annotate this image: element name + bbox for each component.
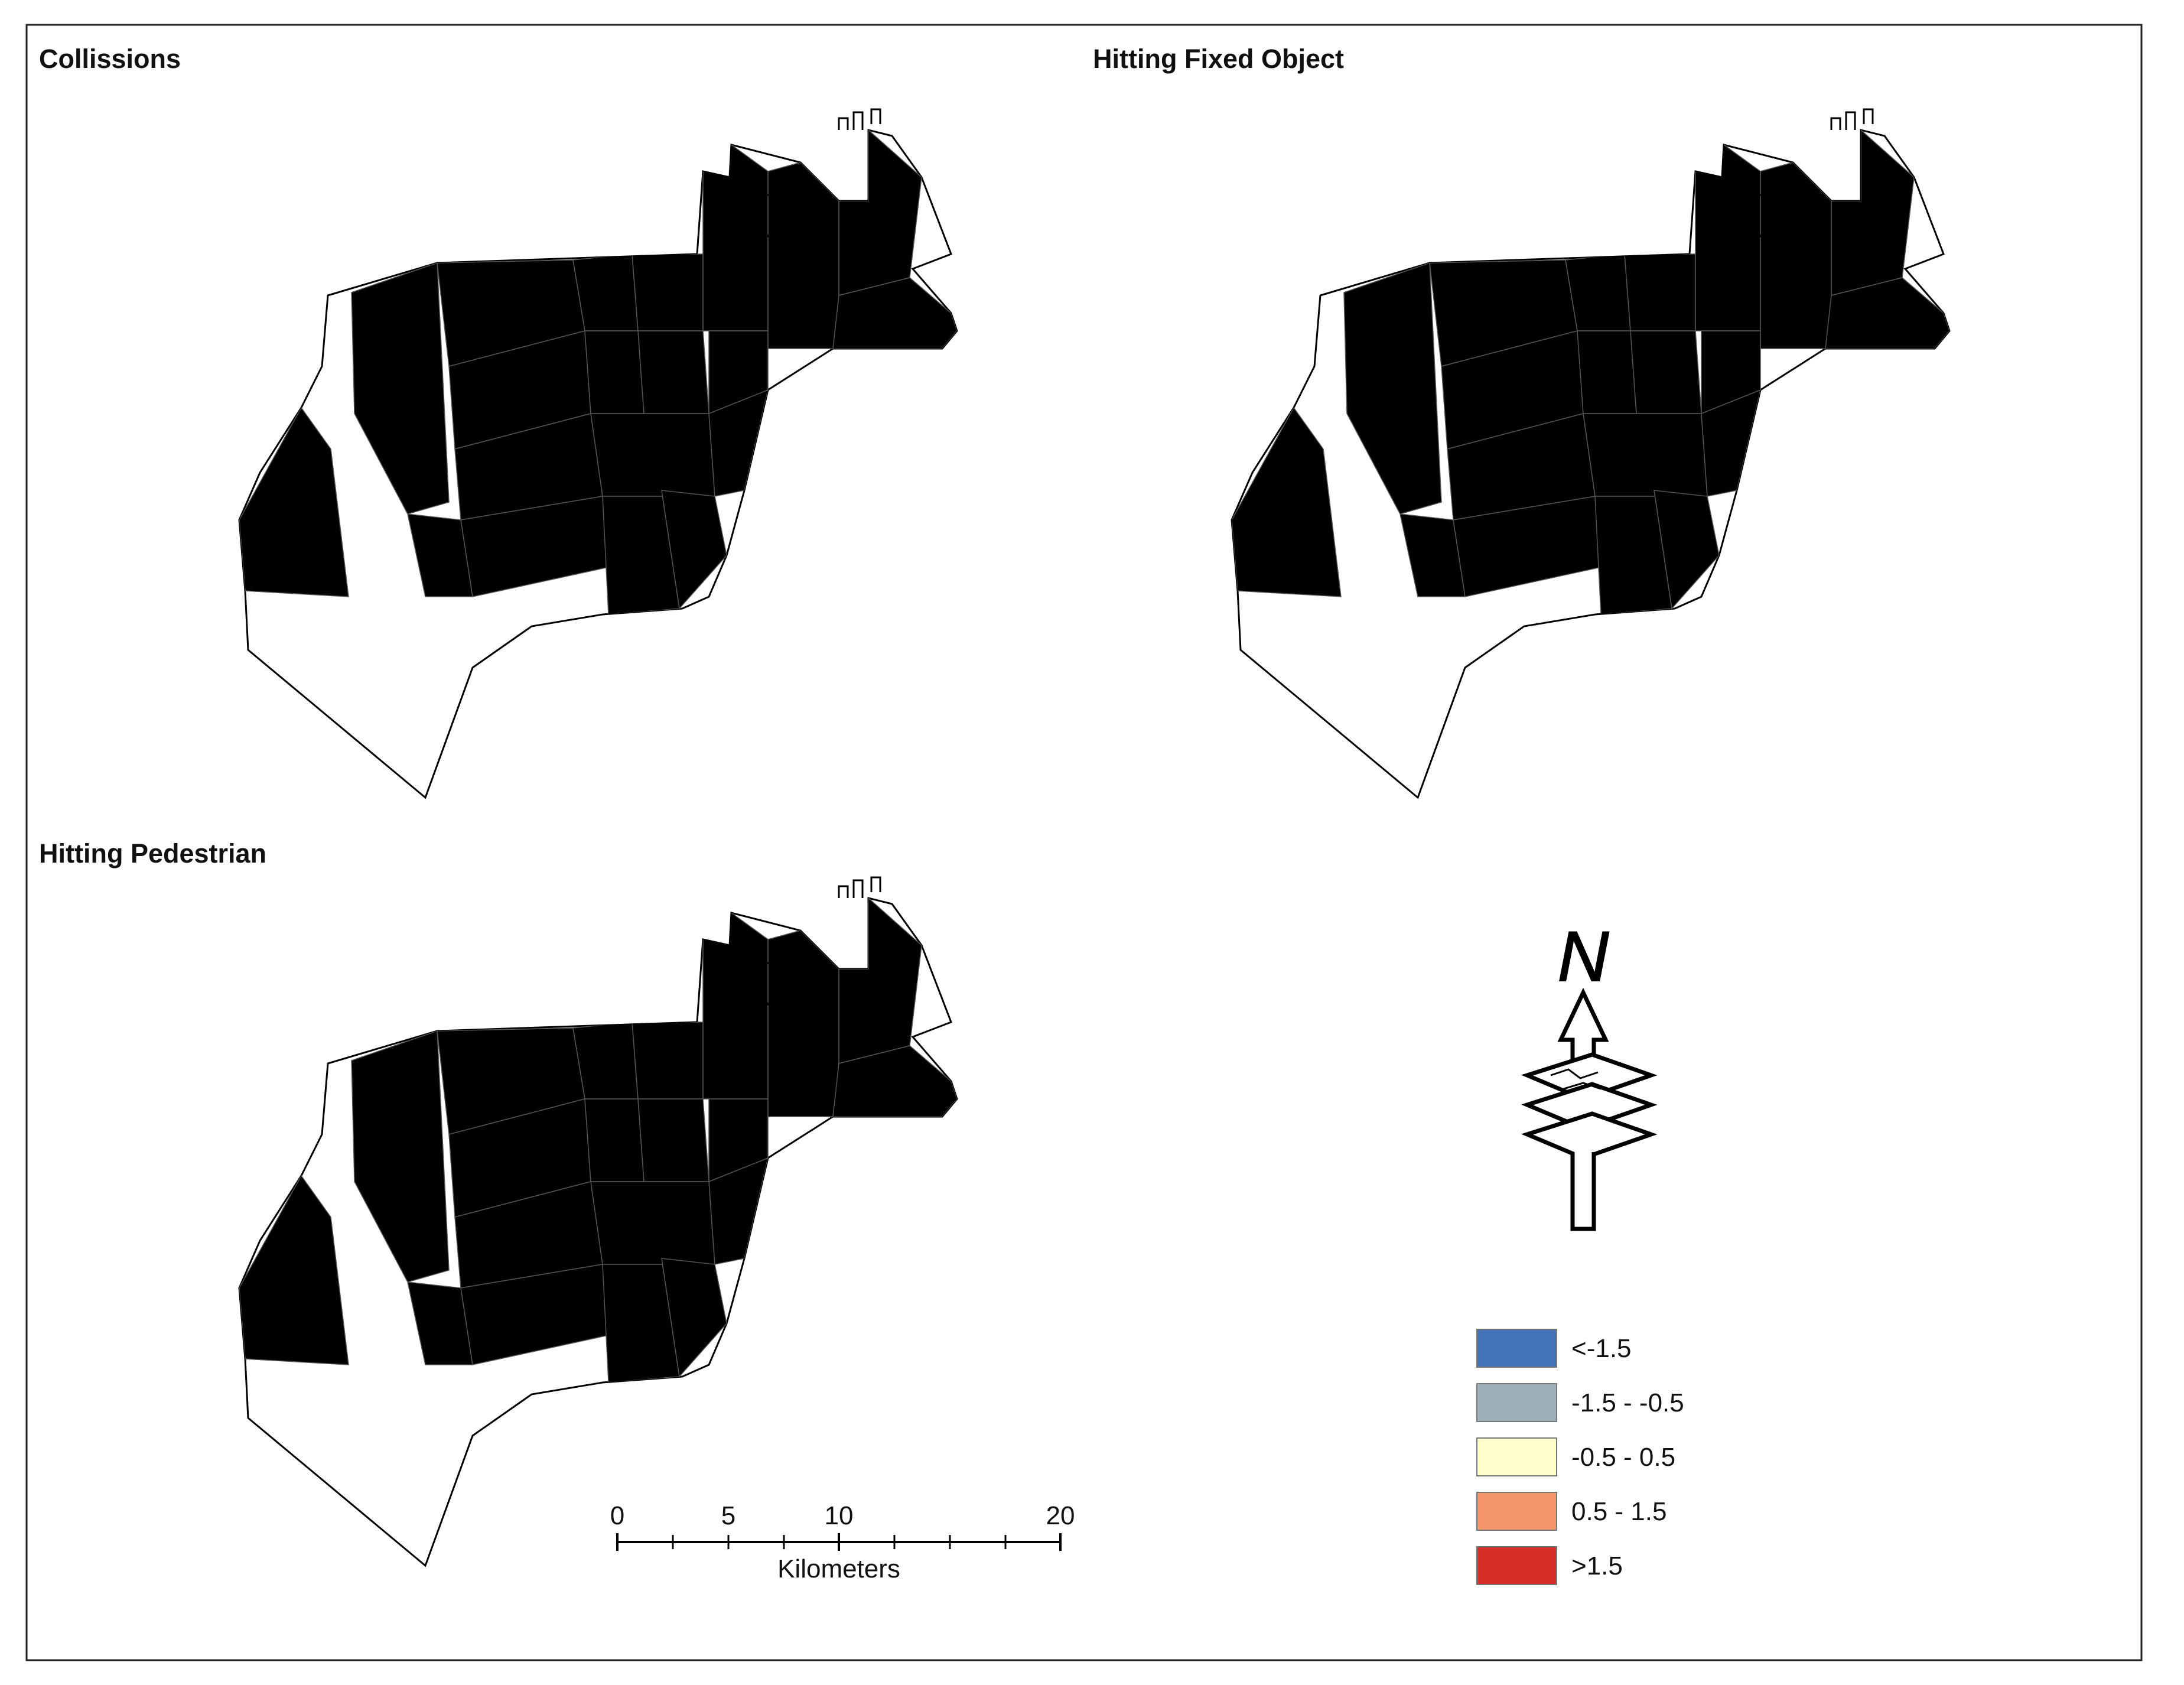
legend-swatch-neg-1-5-to-neg-0-5 xyxy=(1476,1383,1557,1422)
legend-item: -0.5 - 0.5 xyxy=(1476,1437,1675,1476)
scale-tick-label: 10 xyxy=(825,1501,854,1530)
map-hitting-fixed-object xyxy=(1232,109,1949,798)
panel-title-hitting-pedestrian: Hitting Pedestrian xyxy=(39,838,266,868)
legend: <-1.5 -1.5 - -0.5 -0.5 - 0.5 0.5 - 1.5 >… xyxy=(1476,1329,1684,1585)
legend-swatch-0-5-to-1-5 xyxy=(1476,1492,1557,1531)
scale-tick-label: 20 xyxy=(1046,1501,1075,1530)
legend-item: <-1.5 xyxy=(1476,1329,1632,1368)
legend-item: >1.5 xyxy=(1476,1546,1623,1585)
legend-item: 0.5 - 1.5 xyxy=(1476,1492,1667,1531)
legend-label: >1.5 xyxy=(1571,1551,1623,1580)
panel-title-hitting-fixed-object: Hitting Fixed Object xyxy=(1093,44,1344,74)
legend-label: <-1.5 xyxy=(1571,1334,1632,1363)
map-hitting-pedestrian xyxy=(239,877,957,1566)
scale-bar: 0 5 10 20 Kilometers xyxy=(610,1501,1075,1583)
legend-swatch-neg-0-5-to-0-5 xyxy=(1476,1437,1557,1476)
legend-swatch-lt-neg-1-5 xyxy=(1476,1329,1557,1368)
legend-label: -1.5 - -0.5 xyxy=(1571,1388,1684,1417)
legend-item: -1.5 - -0.5 xyxy=(1476,1383,1684,1422)
figure-frame xyxy=(25,24,2143,1661)
map-collissions xyxy=(239,109,957,798)
scale-tick-label: 5 xyxy=(721,1501,735,1530)
panel-title-collissions: Collissions xyxy=(39,44,181,74)
legend-label: -0.5 - 0.5 xyxy=(1571,1443,1675,1472)
north-arrow-icon: N xyxy=(1521,916,1658,1231)
scale-unit-label: Kilometers xyxy=(777,1554,900,1583)
north-label: N xyxy=(1558,917,1609,996)
legend-label: 0.5 - 1.5 xyxy=(1571,1497,1667,1526)
legend-swatch-gt-1-5 xyxy=(1476,1546,1557,1585)
scale-tick-label: 0 xyxy=(610,1501,624,1530)
